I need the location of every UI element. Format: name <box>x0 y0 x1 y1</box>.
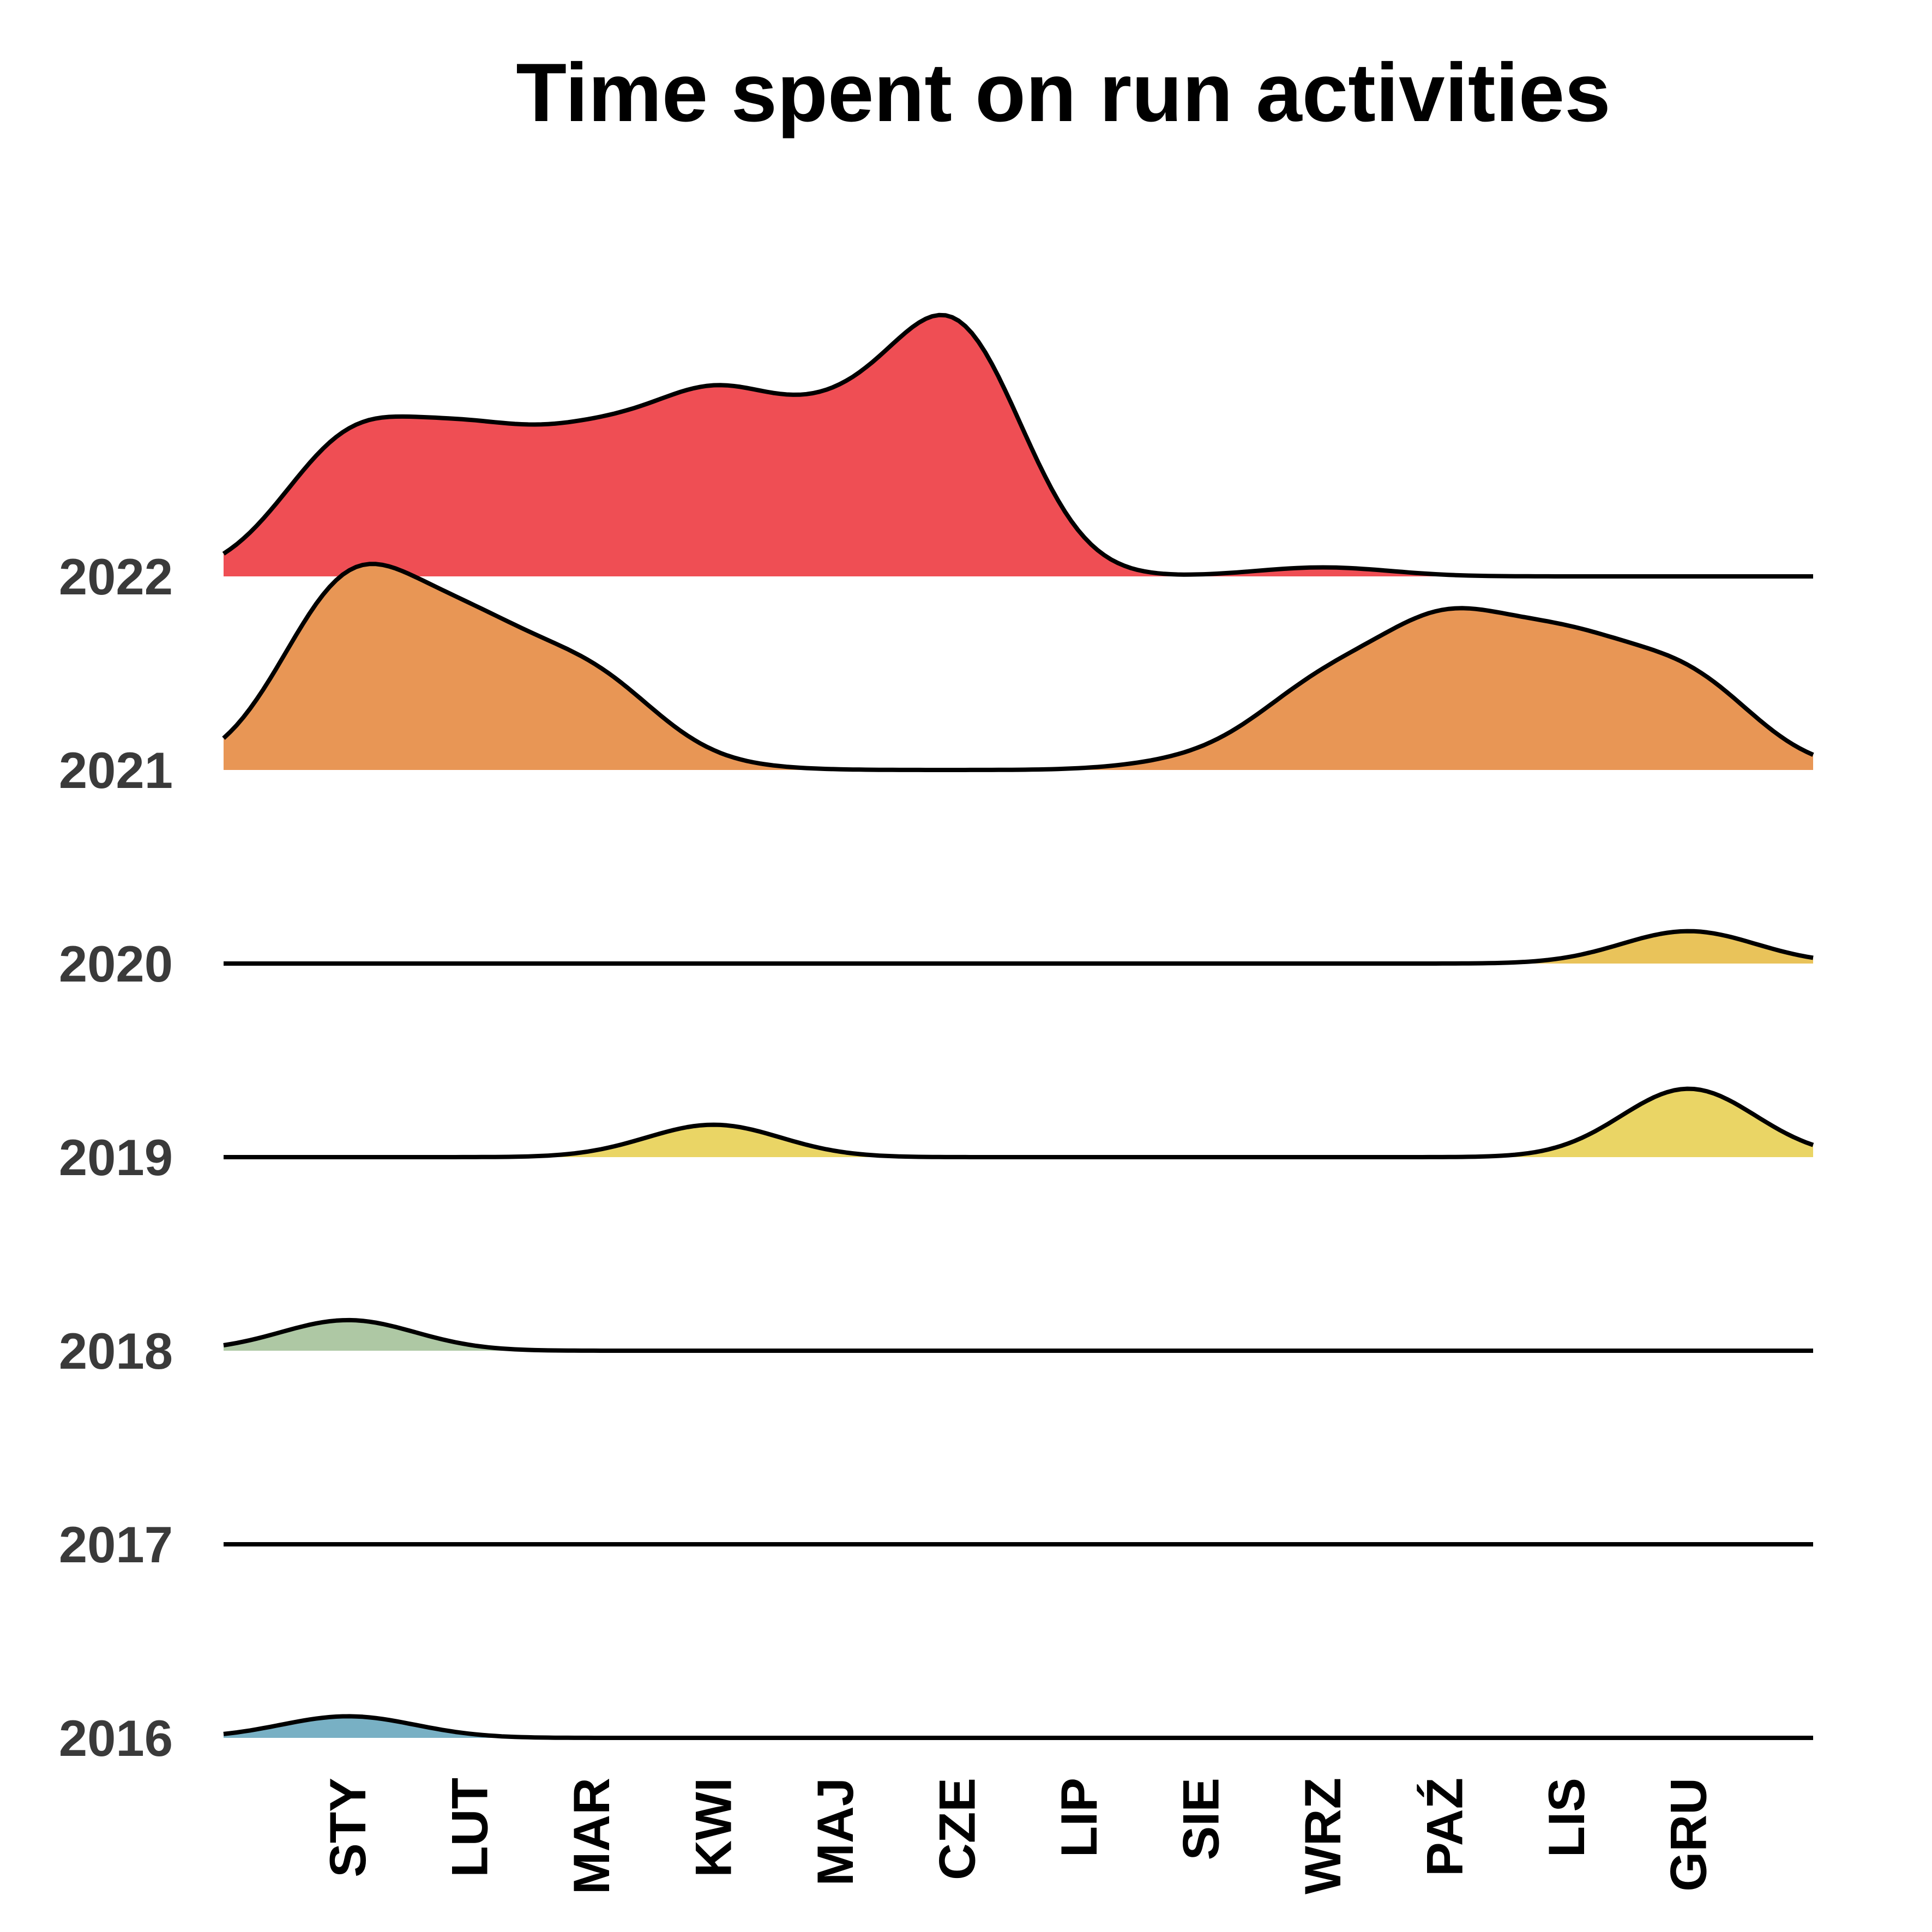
y-label-2016: 2016 <box>59 1710 173 1767</box>
ridge-area-2020 <box>224 931 1813 964</box>
ridge-line-2021 <box>222 562 1814 772</box>
y-label-2020: 2020 <box>59 935 173 992</box>
x-label-6: CZE <box>929 1778 986 1880</box>
ridge-area-2019 <box>224 1088 1813 1157</box>
ridge-2018 <box>223 1317 1813 1353</box>
y-label-2017: 2017 <box>59 1516 173 1573</box>
y-label-2019: 2019 <box>59 1129 173 1186</box>
x-label-12: GRU <box>1660 1778 1717 1892</box>
ridge-2016 <box>223 1714 1813 1740</box>
ridge-area-2018 <box>224 1320 1813 1351</box>
y-label-2021: 2021 <box>59 742 173 799</box>
x-label-5: MAJ <box>806 1778 864 1886</box>
x-label-9: WRZ <box>1294 1778 1351 1894</box>
ridge-2019 <box>224 1086 1814 1159</box>
ridge-line-2020 <box>224 929 1814 966</box>
y-axis-labels: 2022 2021 2020 2019 2018 2017 2016 <box>59 548 173 1767</box>
ridge-2021 <box>222 562 1814 772</box>
ridge-line-2022 <box>222 312 1813 579</box>
chart-title: Time spent on run activities <box>516 46 1610 139</box>
x-label-3: MAR <box>563 1778 620 1894</box>
x-label-8: SIE <box>1172 1778 1230 1861</box>
ridge-area-2021 <box>224 564 1813 770</box>
ridge-line-2016 <box>223 1714 1813 1740</box>
ridge-2020 <box>224 929 1814 966</box>
x-axis-labels: STY LUT MAR KWI MAJ CZE LIP SIE WRZ PAŹ LIS GRU <box>319 1778 1717 1894</box>
ridge-2022 <box>222 312 1813 579</box>
y-label-2018: 2018 <box>59 1322 173 1380</box>
ridge-line-2019 <box>224 1086 1814 1159</box>
x-label-11: LIS <box>1538 1778 1595 1857</box>
ridge-line-2018 <box>223 1317 1813 1353</box>
x-label-10: PAŹ <box>1416 1778 1473 1876</box>
ridges <box>222 312 1814 1740</box>
ridge-area-2022 <box>224 315 1813 576</box>
x-label-4: KWI <box>685 1778 742 1877</box>
ridge-area-2016 <box>224 1716 1813 1738</box>
x-label-2: LUT <box>441 1778 498 1877</box>
x-label-1: STY <box>319 1778 376 1877</box>
y-label-2022: 2022 <box>59 548 173 605</box>
x-label-7: LIP <box>1050 1778 1108 1857</box>
